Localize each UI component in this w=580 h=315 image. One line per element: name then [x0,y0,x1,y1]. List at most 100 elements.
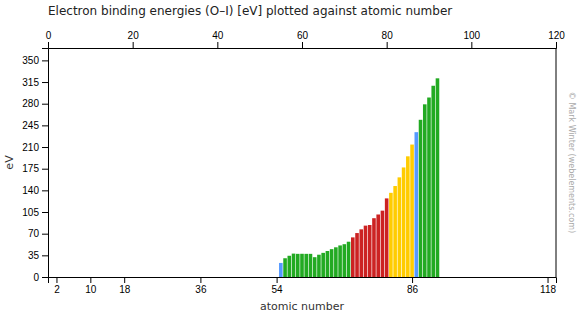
tick-label: 350 [22,55,39,66]
tick-mark [42,147,48,148]
tick-label: 120 [548,30,565,41]
title: Electron binding energies (O–I) [eV] plo… [48,4,452,18]
tick-label: 0 [33,272,39,283]
tick: 40 [212,30,224,48]
bar [347,242,351,277]
tick-label: 35 [28,250,40,261]
bar [343,244,347,277]
tick-label: 40 [212,30,224,41]
tick: 0 [46,30,52,48]
tick: 10 [85,277,97,295]
tick-mark [42,255,48,256]
tick-mark [42,234,48,235]
bar [402,167,406,277]
tick: 118 [540,277,556,295]
bar [317,255,321,277]
tick-label: 70 [28,228,40,239]
bar [427,98,431,277]
tick: 54 [272,277,284,295]
bar [368,225,372,277]
tick-label: 100 [463,30,480,41]
tick: 80 [382,30,394,48]
plot: 0357010514017521024528031535021018365486… [22,30,565,295]
tick-mark [48,42,49,48]
bar [330,249,334,277]
tick: 36 [195,277,207,295]
tick-mark [387,42,388,48]
bar [423,104,427,277]
annotation: © Mark Winter (webelements.com) [567,92,576,233]
bar [376,214,380,277]
bar [288,256,292,277]
tick-mark [277,277,278,283]
bar [338,245,342,277]
tick-mark [302,42,303,48]
bar [313,257,317,277]
bar [283,258,287,277]
tick: 60 [297,30,309,48]
tick-mark [471,42,472,48]
tick-mark [42,82,48,83]
tick-label: 280 [22,98,39,109]
bar [415,132,419,277]
tick: 120 [548,30,565,48]
bar [296,254,300,277]
axis-line [49,42,557,49]
tick: 175 [22,163,48,174]
tick: 100 [463,30,480,48]
bar [410,145,414,277]
tick-label: 118 [540,284,556,295]
tick-mark [42,125,48,126]
tick-mark [133,42,134,48]
tick-mark [42,104,48,105]
tick: 315 [22,77,48,88]
tick-mark [56,277,57,283]
tick: 70 [28,228,48,239]
bar [419,120,423,277]
bar [326,251,330,277]
bar [381,211,385,277]
bar [321,253,325,277]
tick-label: 0 [46,30,52,41]
tick: 245 [22,120,48,131]
bars [279,78,439,277]
bar [398,177,402,277]
bar [355,233,359,277]
tick-mark [200,277,201,283]
tick-mark [42,190,48,191]
bar [304,254,308,277]
frame [556,48,557,277]
tick-mark [124,277,125,283]
bar [372,218,376,277]
tick-label: 245 [22,120,39,131]
tick-label: 175 [22,163,39,174]
tick: 2 [54,277,60,295]
axis-line [42,49,49,278]
tick-mark [42,212,48,213]
tick-mark [556,42,557,48]
axis-line [49,278,557,284]
x2-axis: 0 20 40 60 80 100 120 [46,30,566,49]
bar [279,263,283,277]
tick-label: 60 [297,30,309,41]
y-axis: 03570105140175210245280315350 [22,49,48,283]
bar [359,229,363,277]
x-axis: 21018365486118 [49,277,557,295]
tick-mark [42,277,48,278]
tick-mark [548,277,549,283]
tick-label: 20 [128,30,140,41]
bar [389,193,393,277]
bar [309,254,313,277]
tick: 105 [22,207,48,218]
tick-mark [90,277,91,283]
bar [436,78,440,277]
tick-label: 36 [195,284,207,295]
bar [431,86,435,277]
tick: 210 [22,142,48,153]
tick-mark [42,60,48,61]
tick: 280 [22,98,48,109]
tick-mark [412,277,413,283]
tick: 20 [128,30,140,48]
tick: 350 [22,55,48,66]
tick: 86 [407,277,419,295]
